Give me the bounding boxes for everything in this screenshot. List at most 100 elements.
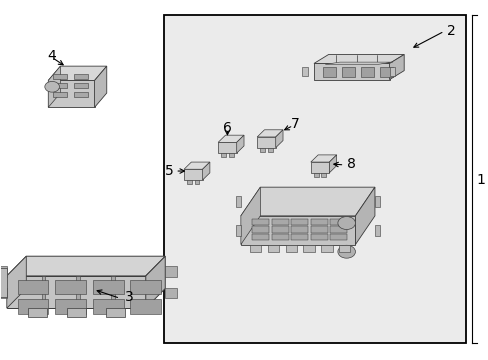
Polygon shape	[310, 219, 327, 225]
Polygon shape	[360, 67, 373, 77]
Polygon shape	[313, 63, 389, 80]
Polygon shape	[53, 83, 67, 89]
Text: 4: 4	[47, 49, 56, 63]
Polygon shape	[329, 234, 346, 240]
Polygon shape	[303, 244, 314, 252]
Polygon shape	[55, 300, 86, 314]
Polygon shape	[310, 155, 336, 162]
Polygon shape	[271, 226, 288, 233]
Polygon shape	[74, 92, 87, 98]
Polygon shape	[313, 173, 318, 177]
Polygon shape	[325, 62, 392, 64]
Polygon shape	[165, 266, 177, 277]
Polygon shape	[7, 256, 165, 276]
Polygon shape	[0, 266, 7, 277]
Polygon shape	[53, 73, 67, 79]
Polygon shape	[0, 268, 7, 297]
Polygon shape	[7, 256, 26, 308]
Polygon shape	[0, 288, 7, 298]
Text: 7: 7	[290, 117, 299, 131]
Polygon shape	[187, 180, 192, 184]
Polygon shape	[55, 280, 86, 294]
Polygon shape	[218, 135, 244, 142]
Polygon shape	[302, 67, 307, 76]
Polygon shape	[18, 280, 48, 294]
Polygon shape	[236, 135, 244, 153]
Bar	[163, 15, 466, 343]
Text: 6: 6	[222, 121, 231, 135]
Text: 2: 2	[446, 24, 455, 38]
Polygon shape	[130, 300, 161, 314]
Polygon shape	[321, 244, 332, 252]
Polygon shape	[374, 196, 379, 207]
Polygon shape	[267, 244, 279, 252]
Polygon shape	[221, 153, 226, 157]
Polygon shape	[165, 288, 177, 298]
Polygon shape	[202, 162, 209, 180]
Polygon shape	[323, 67, 335, 77]
Polygon shape	[241, 187, 374, 216]
Text: 1: 1	[475, 173, 484, 187]
Polygon shape	[105, 308, 125, 317]
Polygon shape	[130, 280, 161, 294]
Polygon shape	[374, 225, 379, 235]
Polygon shape	[389, 67, 395, 76]
Polygon shape	[249, 244, 261, 252]
Polygon shape	[291, 234, 308, 240]
Polygon shape	[241, 216, 355, 244]
Polygon shape	[76, 276, 80, 308]
Polygon shape	[236, 225, 241, 235]
Polygon shape	[310, 234, 327, 240]
Polygon shape	[74, 73, 87, 79]
Polygon shape	[329, 155, 336, 173]
Polygon shape	[285, 244, 296, 252]
Polygon shape	[183, 169, 202, 180]
Polygon shape	[355, 187, 374, 244]
Polygon shape	[252, 219, 269, 225]
Polygon shape	[48, 66, 106, 81]
Polygon shape	[48, 81, 94, 107]
Polygon shape	[271, 234, 288, 240]
Polygon shape	[228, 153, 233, 157]
Polygon shape	[310, 162, 329, 173]
Circle shape	[45, 81, 60, 92]
Polygon shape	[329, 219, 346, 225]
Polygon shape	[74, 83, 87, 89]
Polygon shape	[257, 130, 283, 137]
Polygon shape	[218, 142, 236, 153]
Polygon shape	[257, 137, 275, 148]
Polygon shape	[341, 67, 354, 77]
Polygon shape	[389, 54, 404, 80]
Polygon shape	[53, 92, 67, 98]
Polygon shape	[313, 54, 404, 63]
Polygon shape	[145, 256, 165, 308]
Polygon shape	[27, 308, 47, 317]
Polygon shape	[275, 130, 283, 148]
Polygon shape	[48, 66, 61, 107]
Polygon shape	[7, 276, 145, 308]
Polygon shape	[252, 226, 269, 233]
Polygon shape	[310, 226, 327, 233]
Polygon shape	[252, 234, 269, 240]
Polygon shape	[291, 226, 308, 233]
Polygon shape	[111, 276, 115, 308]
Text: 8: 8	[346, 157, 355, 171]
Text: 5: 5	[165, 164, 173, 178]
Polygon shape	[271, 219, 288, 225]
Polygon shape	[267, 148, 272, 152]
Polygon shape	[291, 219, 308, 225]
Polygon shape	[41, 276, 45, 308]
Polygon shape	[236, 196, 241, 207]
Circle shape	[337, 217, 355, 229]
Polygon shape	[183, 162, 209, 169]
Polygon shape	[260, 148, 264, 152]
Polygon shape	[66, 308, 86, 317]
Polygon shape	[321, 173, 325, 177]
Polygon shape	[194, 180, 199, 184]
Polygon shape	[338, 244, 349, 252]
Polygon shape	[329, 226, 346, 233]
Polygon shape	[94, 66, 106, 107]
Polygon shape	[379, 67, 392, 77]
Circle shape	[337, 245, 355, 258]
Polygon shape	[93, 300, 123, 314]
